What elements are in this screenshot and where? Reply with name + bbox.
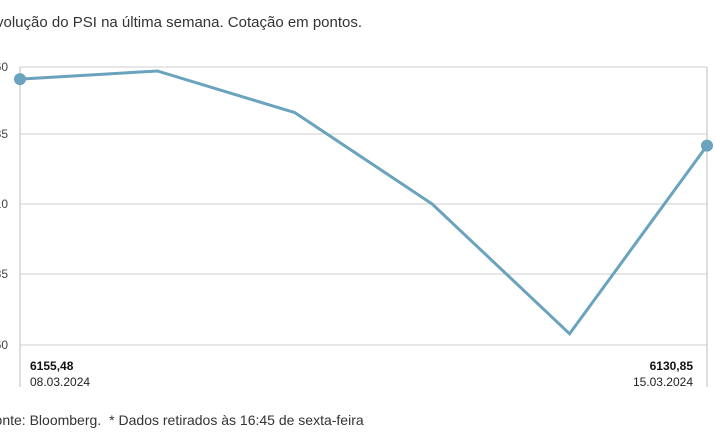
start-point: [14, 73, 26, 86]
chart-footer: Fonte: Bloomberg. * Dados retirados às 16…: [0, 412, 372, 428]
y-tick-label: 60: [0, 60, 8, 74]
y-tick-label: 10: [0, 197, 8, 211]
series-line: [19, 69, 709, 337]
y-tick-label: 60: [0, 338, 8, 352]
y-tick-label: 85: [0, 267, 8, 281]
data-footnote: * Dados retirados às 16:45 de sexta-feir…: [109, 412, 364, 428]
start-date-label: 08.03.2024: [30, 375, 90, 389]
source-note: Fonte: Bloomberg.: [0, 412, 102, 428]
end-point: [701, 139, 713, 152]
start-value-label: 6155,48: [30, 359, 74, 373]
end-date-label: 15.03.2024: [633, 375, 693, 389]
chart-subtitle: Evolução do PSI na última semana. Cotaçã…: [0, 14, 363, 31]
y-tick-label: 35: [0, 127, 8, 141]
end-value-label: 6130,85: [650, 359, 694, 373]
